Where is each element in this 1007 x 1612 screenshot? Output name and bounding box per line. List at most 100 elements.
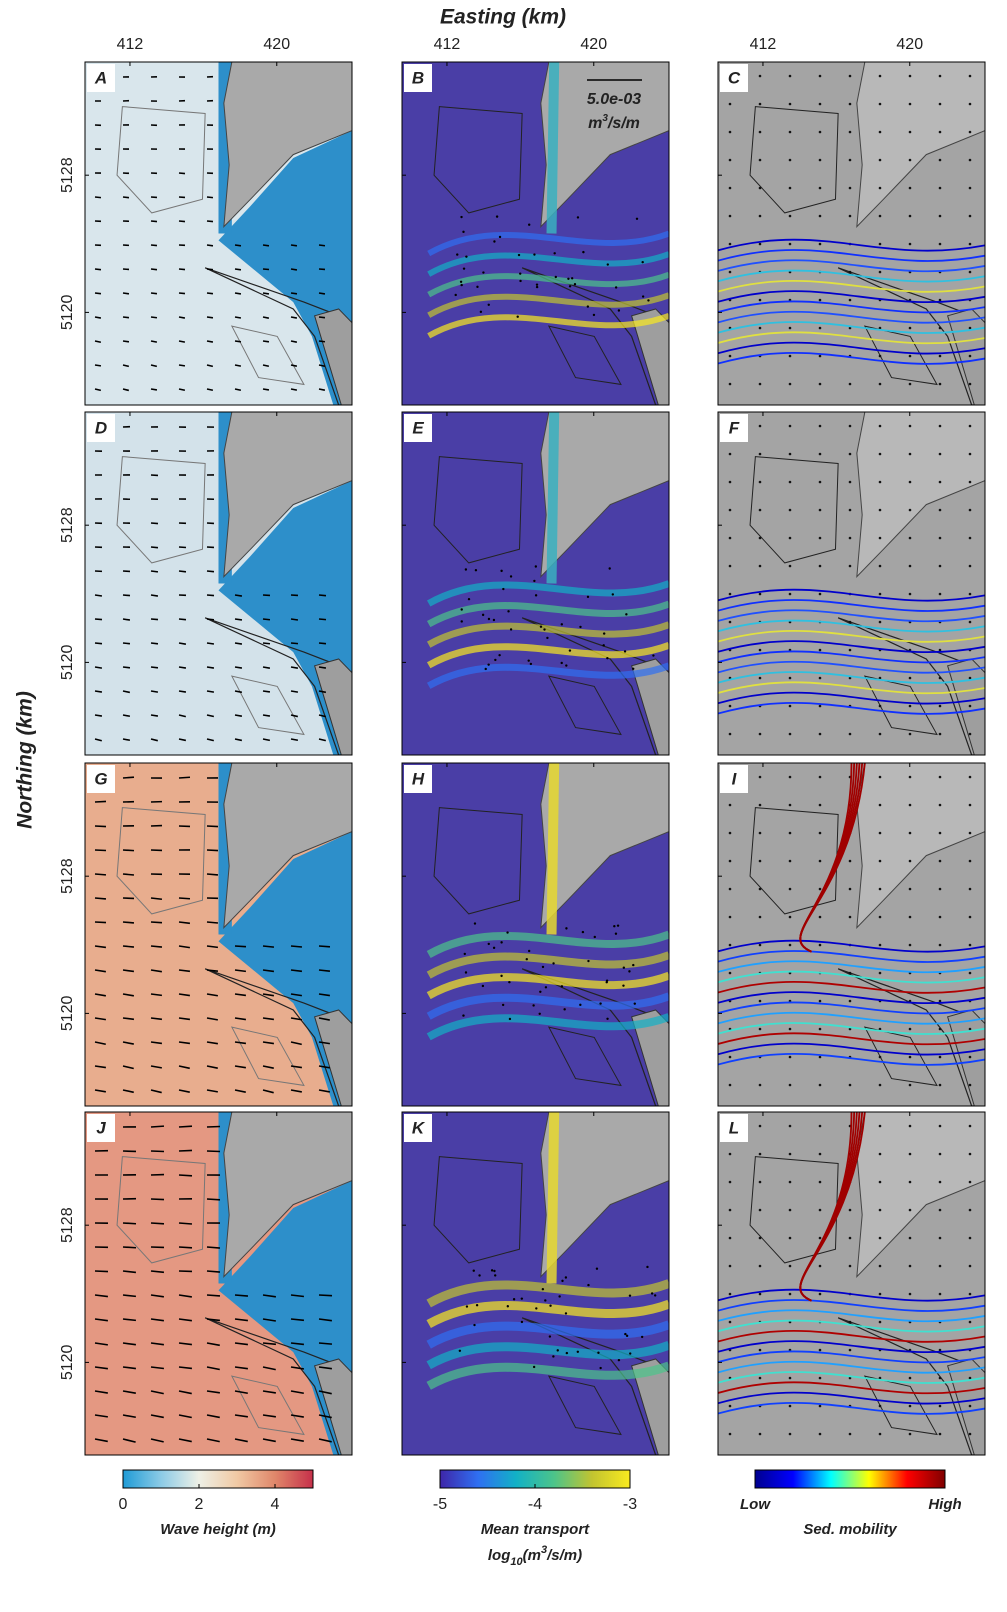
mobility-dot [849, 159, 852, 162]
colorbar [123, 1470, 313, 1488]
mobility-dot [729, 481, 732, 484]
transport-dot [615, 286, 617, 288]
transport-dot [622, 984, 624, 986]
wave-vector [95, 691, 102, 692]
transport-dot [546, 637, 548, 639]
y-tick-label: 5120 [59, 644, 76, 680]
mobility-dot [849, 1000, 852, 1003]
wave-vector [319, 341, 325, 342]
mobility-dot [759, 453, 762, 456]
mobility-dot [819, 593, 822, 596]
x-tick-label: 412 [434, 36, 461, 53]
transport-dot [567, 278, 569, 280]
mobility-dot [789, 131, 792, 134]
colorbar-tick-label: -5 [433, 1496, 447, 1513]
mobility-dot [819, 1056, 822, 1059]
mobility-dot [879, 1181, 882, 1184]
wave-vector [207, 874, 218, 875]
mobility-dot [789, 888, 792, 891]
colorbar-end-label: Low [740, 1496, 771, 1513]
wave-vector [151, 619, 158, 620]
mobility-dot [909, 832, 912, 835]
transport-dot [593, 314, 595, 316]
map-panel: K [402, 1112, 669, 1455]
transport-dot [510, 575, 512, 577]
mobility-dot [759, 159, 762, 162]
transport-dot [565, 1312, 567, 1314]
mobility-dot [819, 705, 822, 708]
wave-vector [123, 643, 130, 644]
mobility-dot [879, 355, 882, 358]
wave-vector [319, 245, 325, 246]
transport-dot [606, 657, 608, 659]
transport-dot [521, 1297, 523, 1299]
wave-vector [151, 523, 158, 524]
transport-dot [582, 251, 584, 253]
mobility-dot [789, 215, 792, 218]
mobility-dot [729, 1433, 732, 1436]
mobility-dot [729, 888, 732, 891]
unit-prefix: log [488, 1547, 511, 1564]
mobility-dot [849, 509, 852, 512]
mobility-dot [729, 944, 732, 947]
mobility-dot [969, 1405, 972, 1408]
wave-vector [319, 1343, 332, 1344]
mobility-dot [759, 860, 762, 863]
mobility-dot [789, 453, 792, 456]
mobility-dot [909, 804, 912, 807]
map-content [402, 412, 669, 755]
mobility-dot [759, 1209, 762, 1212]
transport-dot [597, 1352, 599, 1354]
map-content [718, 1112, 985, 1455]
mobility-dot [849, 1084, 852, 1087]
map-panel: G [85, 763, 352, 1106]
wave-vector [207, 1126, 220, 1127]
transport-dot [465, 568, 467, 570]
wave-vector [95, 922, 106, 923]
transport-dot [500, 975, 502, 977]
wave-vector [235, 643, 242, 644]
transport-dot [459, 1350, 461, 1352]
mobility-dot [789, 776, 792, 779]
transport-dot [485, 668, 487, 670]
map-panel: A [85, 62, 352, 405]
transport-dot [488, 618, 490, 620]
mobility-dot [969, 1377, 972, 1380]
mobility-dot [909, 537, 912, 540]
wave-vector [179, 1247, 192, 1248]
transport-dot [615, 932, 617, 934]
transport-dot [542, 1288, 544, 1290]
mobility-dot [909, 1056, 912, 1059]
transport-dot [530, 663, 532, 665]
mobility-dot [849, 1433, 852, 1436]
mobility-dot [789, 159, 792, 162]
y-tick-label: 5120 [59, 995, 76, 1031]
transport-dot [507, 1305, 509, 1307]
wave-vector [207, 667, 214, 668]
mobility-dot [909, 75, 912, 78]
transport-dot [549, 1335, 551, 1337]
transport-dot [563, 1008, 565, 1010]
transport-dot [617, 924, 619, 926]
mobility-dot [969, 705, 972, 708]
mobility-dot [969, 860, 972, 863]
mobility-dot [819, 888, 822, 891]
wave-vector [151, 715, 158, 716]
mobility-dot [909, 327, 912, 330]
transport-dot [493, 240, 495, 242]
transport-dot [528, 224, 530, 226]
wave-vector [123, 197, 129, 198]
transport-dot [528, 659, 530, 661]
transport-dot [561, 662, 563, 664]
wave-vector [123, 667, 130, 668]
mobility-dot [909, 383, 912, 386]
panel-letter: K [412, 1118, 426, 1137]
mobility-dot [969, 804, 972, 807]
wave-vector [179, 777, 190, 778]
mobility-dot [879, 215, 882, 218]
colorbar-tick-label: 2 [195, 1496, 204, 1513]
mobility-dot [819, 565, 822, 568]
mobility-dot [879, 271, 882, 274]
wave-vector [151, 389, 157, 390]
mobility-dot [939, 705, 942, 708]
